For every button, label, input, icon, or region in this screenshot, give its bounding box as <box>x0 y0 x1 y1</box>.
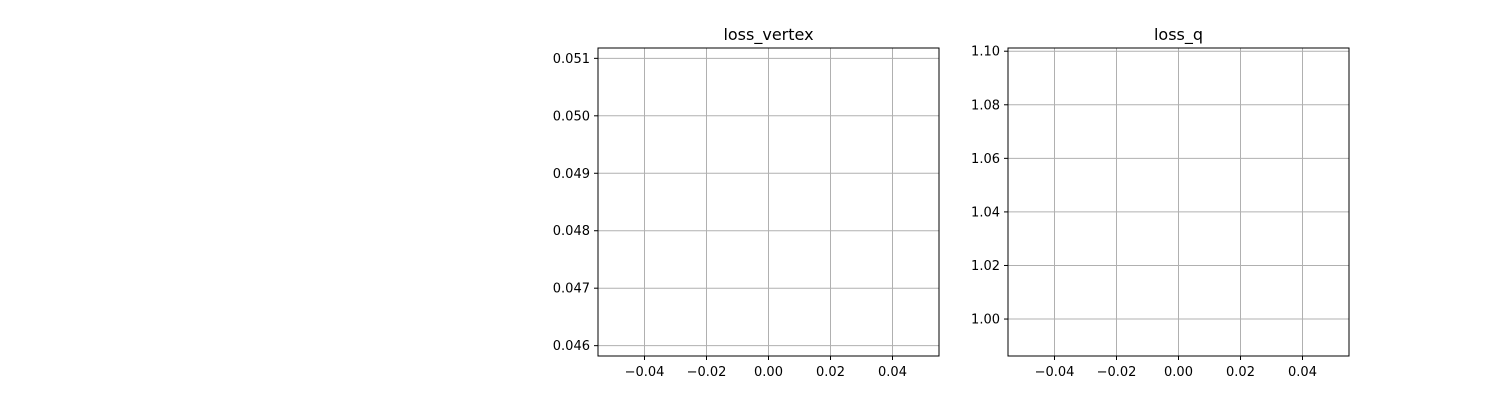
x-tick-label: 0.04 <box>1288 365 1317 380</box>
y-tick-label: 1.00 <box>971 313 1000 328</box>
grid <box>598 48 939 356</box>
x-tick-label: 0.00 <box>754 365 783 380</box>
y-tick-label: 1.02 <box>971 259 1000 274</box>
x-tick-label: −0.02 <box>1097 365 1137 380</box>
x-tick-label: 0.02 <box>816 365 845 380</box>
y-tick-label: 1.04 <box>971 205 1000 220</box>
y-axis: 0.046 0.047 0.048 0.049 0.050 0.051 <box>553 52 598 354</box>
x-axis: −0.04 −0.02 0.00 0.02 0.04 <box>1035 356 1317 380</box>
y-tick-label: 1.08 <box>971 98 1000 113</box>
plot-frame <box>1007 47 1350 357</box>
x-tick-label: 0.02 <box>1226 365 1255 380</box>
y-tick-label: 1.06 <box>971 152 1000 167</box>
grid <box>1008 48 1349 356</box>
plot-frame <box>597 47 940 357</box>
y-tick-label: 0.047 <box>553 282 590 297</box>
subplot-loss-q: loss_q −0.04 −0.02 0.00 0.02 0.04 1.001.021.… <box>971 25 1350 380</box>
y-tick-label: 0.048 <box>553 224 590 239</box>
chart-title: loss_q <box>1154 25 1203 45</box>
x-tick-label: −0.04 <box>625 365 665 380</box>
x-tick-label: −0.02 <box>687 365 727 380</box>
y-tick-label: 0.051 <box>553 52 590 67</box>
y-tick-label: 0.050 <box>553 109 590 124</box>
y-tick-label: 0.046 <box>553 339 590 354</box>
subplot-loss-vertex: loss_vertex −0.04 −0.02 0.00 0.02 0.04 0.046… <box>553 25 940 380</box>
y-tick-label: 1.10 <box>971 45 1000 60</box>
x-tick-label: 0.00 <box>1164 365 1193 380</box>
x-tick-label: 0.04 <box>878 365 907 380</box>
y-axis: 1.00 1.02 1.04 1.06 1.08 1.10 <box>971 45 1008 328</box>
chart-title: loss_vertex <box>723 25 813 45</box>
x-axis: −0.04 −0.02 0.00 0.02 0.04 <box>625 356 907 380</box>
y-tick-label: 0.049 <box>553 167 590 182</box>
x-tick-label: −0.04 <box>1035 365 1075 380</box>
